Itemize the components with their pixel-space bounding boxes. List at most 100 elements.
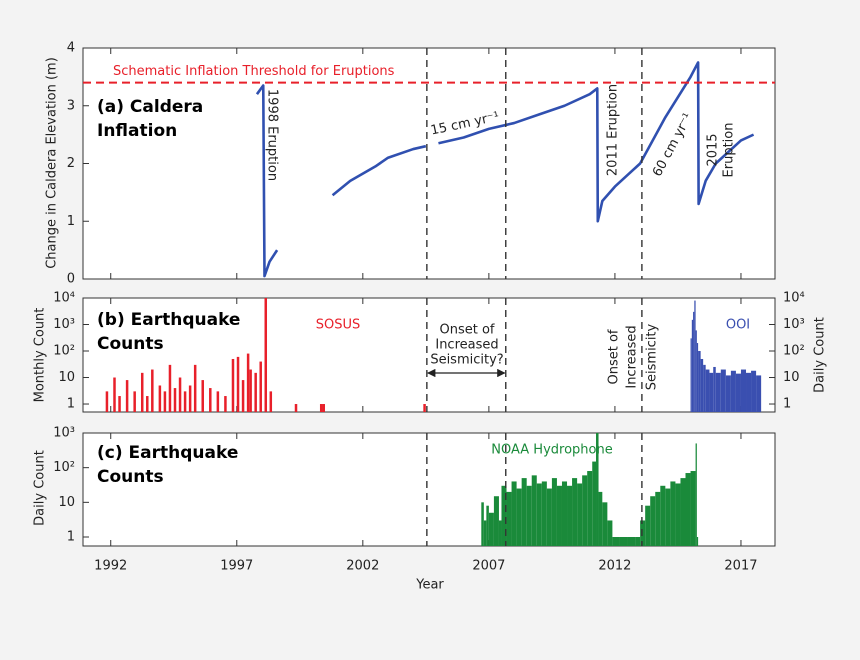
y2-tick-label: 1 — [783, 397, 791, 412]
count-bar — [665, 488, 671, 546]
count-bar — [259, 361, 262, 412]
x-axis-label: Year — [415, 578, 444, 593]
count-bar — [264, 298, 268, 412]
count-bar — [660, 485, 666, 546]
count-bar — [140, 372, 144, 412]
count-bar — [587, 471, 593, 546]
y-tick-label: 10² — [53, 460, 75, 475]
count-bar — [690, 338, 692, 412]
count-bar — [216, 391, 220, 412]
count-bar — [691, 319, 694, 412]
panel-frame — [82, 297, 776, 413]
count-bar — [536, 483, 542, 546]
count-bar — [224, 396, 227, 412]
y-tick-label: 1 — [67, 397, 75, 412]
count-bar — [516, 488, 522, 546]
count-bar — [483, 520, 487, 546]
count-bar — [705, 369, 710, 412]
count-bar — [715, 372, 721, 412]
annotation: Seismicity? — [430, 353, 503, 368]
count-bar — [695, 443, 697, 546]
count-bar — [531, 475, 537, 546]
count-bar — [241, 380, 245, 412]
count-bar — [488, 512, 494, 546]
count-bar — [521, 478, 527, 546]
count-bar — [168, 364, 172, 412]
count-bar — [730, 370, 736, 412]
annotation: Seismicity — [645, 323, 660, 390]
count-bar — [567, 485, 573, 546]
count-bar — [561, 481, 568, 546]
threshold-label: Schematic Inflation Threshold for Erupti… — [113, 64, 395, 79]
annotation: Increased — [435, 338, 498, 353]
count-bar — [645, 505, 651, 546]
count-bar — [650, 496, 656, 546]
count-bar — [700, 358, 704, 412]
count-bar — [690, 471, 696, 546]
y-tick-label: 4 — [67, 41, 75, 56]
annotation: Eruption — [722, 123, 737, 178]
panel-title: (c) Earthquake — [97, 443, 238, 463]
count-bar — [209, 388, 212, 412]
count-bar — [511, 481, 517, 546]
count-bar — [612, 536, 620, 546]
count-bar — [146, 396, 149, 412]
count-bar — [720, 369, 726, 412]
count-bar — [493, 496, 499, 546]
count-bar — [680, 478, 686, 546]
count-bar — [249, 369, 252, 412]
count-bar — [173, 388, 177, 412]
elevation-line — [255, 61, 755, 278]
y-axis-label: Monthly Count — [33, 308, 48, 403]
count-bar — [481, 502, 484, 546]
count-bar — [556, 485, 562, 546]
y-tick-label: 10² — [53, 344, 75, 359]
y-tick-label: 10 — [58, 495, 75, 510]
count-bar — [607, 520, 613, 546]
y2-tick-label: 10⁴ — [783, 291, 805, 306]
count-bar — [596, 433, 599, 546]
count-bar — [498, 520, 502, 546]
count-bar — [541, 481, 547, 546]
count-bar — [501, 485, 507, 546]
x-tick-label: 2017 — [724, 559, 757, 574]
count-bar — [254, 372, 257, 412]
y-tick-label: 0 — [67, 272, 75, 287]
count-bar — [685, 473, 691, 546]
count-bar — [655, 491, 661, 546]
y-tick-label: 10³ — [53, 317, 75, 332]
count-bar — [113, 377, 116, 412]
count-bar — [294, 404, 298, 412]
count-bar — [246, 353, 250, 412]
count-bar — [158, 385, 162, 412]
panel-frame — [82, 47, 776, 280]
annotation: Onset of — [607, 329, 622, 384]
count-bar — [236, 356, 240, 412]
x-tick-label: 1997 — [220, 559, 253, 574]
count-bar — [322, 404, 325, 412]
count-bar — [118, 396, 121, 412]
count-bar — [751, 370, 757, 412]
count-bar — [695, 330, 697, 412]
panel-title: Counts — [97, 334, 164, 354]
series-label: OOI — [726, 318, 750, 333]
count-bar — [675, 483, 681, 546]
count-bar — [693, 311, 695, 412]
y-tick-label: 1 — [67, 214, 75, 229]
count-bar — [696, 343, 699, 412]
x-tick-label: 2007 — [472, 559, 505, 574]
count-bar — [269, 391, 273, 412]
count-bar — [602, 502, 608, 546]
count-bar — [725, 375, 731, 412]
count-bar — [698, 351, 701, 412]
panel-title: (a) Caldera — [97, 97, 203, 117]
count-bar — [151, 369, 154, 412]
count-bar — [709, 372, 714, 412]
count-bar — [735, 373, 741, 412]
count-bar — [592, 461, 597, 546]
series-label: NOAA Hydrophone — [491, 443, 612, 458]
y-tick-label: 10 — [58, 370, 75, 385]
y-tick-label: 10³ — [53, 426, 75, 441]
count-bar — [619, 536, 628, 546]
